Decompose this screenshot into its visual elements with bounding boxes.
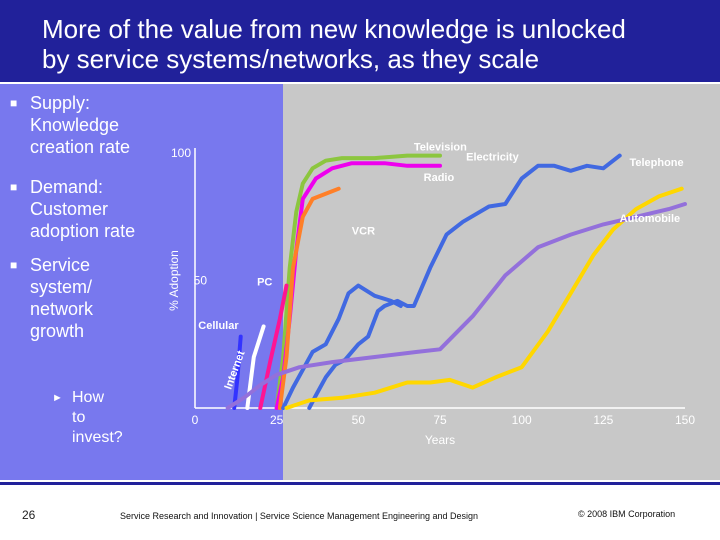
sub-bullet-how-to-invest: ► How to invest? <box>0 388 232 448</box>
bullet-line: Service <box>30 255 91 275</box>
bullet-line: Customer <box>30 199 109 219</box>
x-tick-label: 125 <box>593 413 613 427</box>
sub-bullet-line: How <box>72 389 105 406</box>
sub-bullet-line: invest? <box>72 429 123 446</box>
x-tick-label: 0 <box>192 413 199 427</box>
bullet-line: adoption rate <box>30 221 136 241</box>
series-line-pc <box>258 283 289 410</box>
series-line-cellular <box>245 324 266 410</box>
series-line-internet <box>232 334 243 410</box>
annotation-label: Cellular <box>198 320 239 332</box>
series-line-vcr <box>277 186 341 410</box>
footer-divider <box>0 482 720 485</box>
copyright: © 2008 IBM Corporation <box>578 509 676 519</box>
sub-bullet-line: to <box>72 409 86 426</box>
y-tick-label: 100 <box>171 146 191 160</box>
slide-title: More of the value from new knowledge is … <box>42 14 702 74</box>
x-tick-label: 100 <box>512 413 532 427</box>
annotation-label: PC <box>257 277 272 289</box>
bullet-service: ■ Service system/ network growth <box>8 254 158 342</box>
x-tick-label: 150 <box>675 413 695 427</box>
adoption-chart: 0 25 50 75 100 125 150 100 50 % Adoption Years Tele… <box>150 125 710 455</box>
bullet-demand: ■ Demand: Customer adoption rate <box>8 176 158 242</box>
x-tick-label: 25 <box>270 413 284 427</box>
page-number: 26 <box>22 508 36 522</box>
triangle-bullet-icon: ► <box>52 392 63 404</box>
bullet-square-icon: ■ <box>10 96 18 110</box>
title-line-1: More of the value from new knowledge is … <box>42 14 626 44</box>
bullet-line: system/ <box>30 277 93 297</box>
series-line-television <box>274 153 442 410</box>
left-panel <box>0 84 283 480</box>
bullet-square-icon: ■ <box>10 258 18 272</box>
x-tick-label: 75 <box>433 413 447 427</box>
series-line-electricity <box>307 153 622 410</box>
bullet-line: Supply: <box>30 93 91 113</box>
footer-text: Service Research and Innovation | Servic… <box>120 511 479 521</box>
series-line-telephone <box>281 283 403 410</box>
series-line-automobile <box>284 186 684 410</box>
annotation-label: Electricity <box>466 152 519 164</box>
annotation-label: Telephone <box>629 157 683 169</box>
annotation-label: VCR <box>352 226 375 238</box>
annotation-label: Automobile <box>620 213 681 225</box>
series-line-unlabeled-9 <box>225 202 687 410</box>
bullet-line: creation rate <box>30 137 131 157</box>
title-line-2: by service systems/networks, as they sca… <box>42 44 540 74</box>
bullet-square-icon: ■ <box>10 180 18 194</box>
x-tick-label: 50 <box>352 413 366 427</box>
bullet-line: growth <box>30 321 85 341</box>
bullet-list: ■ Supply: Knowledge creation rate ■ Dema… <box>8 92 158 354</box>
bullet-line: network <box>30 299 94 319</box>
x-axis-title: Years <box>425 433 455 447</box>
title-bar: More of the value from new knowledge is … <box>0 0 720 82</box>
bullet-line: Demand: <box>30 177 104 197</box>
adoption-chart-svg: 0 25 50 75 100 125 150 100 50 % Adoption Years Tele… <box>167 141 695 447</box>
y-tick-label: 50 <box>194 274 208 288</box>
annotation-label: Internet <box>222 349 247 391</box>
bullet-supply: ■ Supply: Knowledge creation rate <box>8 92 158 158</box>
annotation-label: Television <box>414 141 467 153</box>
bullet-line: Knowledge <box>30 115 120 135</box>
annotation-label: Radio <box>424 172 455 184</box>
y-axis-title: % Adoption <box>167 250 181 311</box>
